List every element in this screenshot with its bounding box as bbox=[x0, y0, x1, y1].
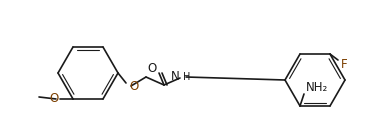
Text: F: F bbox=[341, 58, 347, 71]
Text: NH₂: NH₂ bbox=[306, 81, 328, 95]
Text: O: O bbox=[49, 92, 58, 106]
Text: O: O bbox=[148, 63, 157, 75]
Text: H: H bbox=[183, 72, 190, 82]
Text: O: O bbox=[129, 81, 138, 94]
Text: N: N bbox=[171, 69, 180, 83]
